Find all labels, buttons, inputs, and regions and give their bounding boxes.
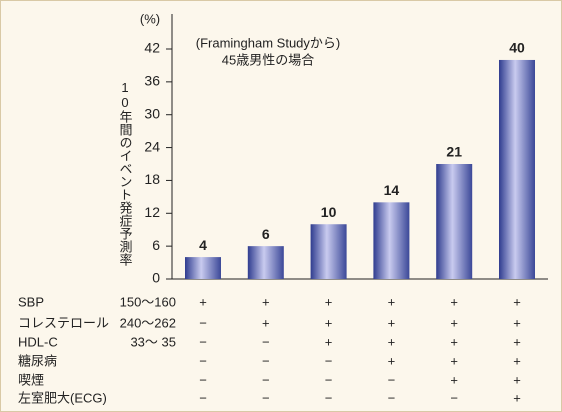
risk-mark: + bbox=[450, 372, 458, 387]
unit-label: (%) bbox=[140, 11, 160, 26]
risk-mark: − bbox=[388, 390, 396, 405]
bar bbox=[247, 246, 284, 279]
risk-mark: + bbox=[325, 334, 333, 349]
risk-mark: − bbox=[199, 334, 207, 349]
risk-mark: + bbox=[450, 353, 458, 368]
row-range: 150〜160 bbox=[120, 294, 176, 309]
value-label: 21 bbox=[446, 144, 462, 160]
risk-mark: − bbox=[199, 353, 207, 368]
row-range: 33〜 35 bbox=[130, 334, 176, 349]
risk-mark: + bbox=[262, 294, 270, 309]
value-label: 6 bbox=[262, 226, 270, 242]
risk-mark: + bbox=[513, 294, 521, 309]
risk-mark: + bbox=[388, 294, 396, 309]
risk-mark: + bbox=[388, 334, 396, 349]
value-label: 4 bbox=[199, 237, 207, 253]
risk-mark: + bbox=[199, 294, 207, 309]
risk-mark: − bbox=[262, 390, 270, 405]
risk-mark: − bbox=[325, 390, 333, 405]
risk-mark: − bbox=[262, 334, 270, 349]
risk-mark: + bbox=[513, 390, 521, 405]
risk-mark: + bbox=[388, 353, 396, 368]
value-label: 40 bbox=[509, 40, 525, 56]
risk-mark: − bbox=[325, 372, 333, 387]
y-tick-label: 18 bbox=[144, 171, 160, 187]
risk-mark: + bbox=[513, 315, 521, 330]
row-label: HDL-C bbox=[18, 334, 58, 349]
row-label: 喫煙 bbox=[18, 372, 44, 387]
risk-mark: − bbox=[388, 372, 396, 387]
risk-mark: + bbox=[450, 294, 458, 309]
bar bbox=[310, 224, 347, 279]
risk-mark: − bbox=[199, 390, 207, 405]
row-label: 糖尿病 bbox=[18, 353, 57, 368]
row-label: 左室肥大(ECG) bbox=[18, 390, 107, 405]
risk-mark: + bbox=[513, 372, 521, 387]
risk-mark: + bbox=[325, 294, 333, 309]
bar bbox=[436, 164, 473, 279]
risk-mark: − bbox=[450, 390, 458, 405]
risk-mark: + bbox=[513, 334, 521, 349]
y-tick-label: 6 bbox=[152, 237, 160, 253]
risk-mark: − bbox=[262, 372, 270, 387]
risk-mark: − bbox=[199, 315, 207, 330]
risk-mark: − bbox=[262, 353, 270, 368]
bar bbox=[499, 59, 535, 280]
risk-mark: − bbox=[325, 353, 333, 368]
bar bbox=[373, 202, 410, 279]
y-tick-label: 12 bbox=[144, 204, 160, 220]
annotation: 45歳男性の場合 bbox=[222, 52, 314, 67]
y-tick-label: 42 bbox=[144, 40, 160, 56]
value-label: 14 bbox=[384, 182, 400, 198]
risk-mark: + bbox=[450, 334, 458, 349]
row-label: コレステロール bbox=[18, 315, 109, 330]
risk-mark: + bbox=[325, 315, 333, 330]
y-tick-label: 36 bbox=[144, 73, 160, 89]
y-tick-label: 0 bbox=[152, 270, 160, 286]
risk-mark: + bbox=[450, 315, 458, 330]
risk-mark: − bbox=[199, 372, 207, 387]
value-label: 10 bbox=[321, 204, 337, 220]
risk-mark: + bbox=[513, 353, 521, 368]
bar bbox=[185, 257, 221, 279]
y-axis-label: 10年間のイベント発症予測率 bbox=[118, 80, 133, 266]
annotation: (Framingham Studyから) bbox=[196, 35, 340, 50]
row-range: 240〜262 bbox=[120, 315, 176, 330]
row-label: SBP bbox=[18, 294, 44, 309]
y-tick-label: 30 bbox=[144, 105, 160, 121]
risk-mark: + bbox=[388, 315, 396, 330]
y-tick-label: 24 bbox=[144, 138, 160, 154]
risk-mark: + bbox=[262, 315, 270, 330]
